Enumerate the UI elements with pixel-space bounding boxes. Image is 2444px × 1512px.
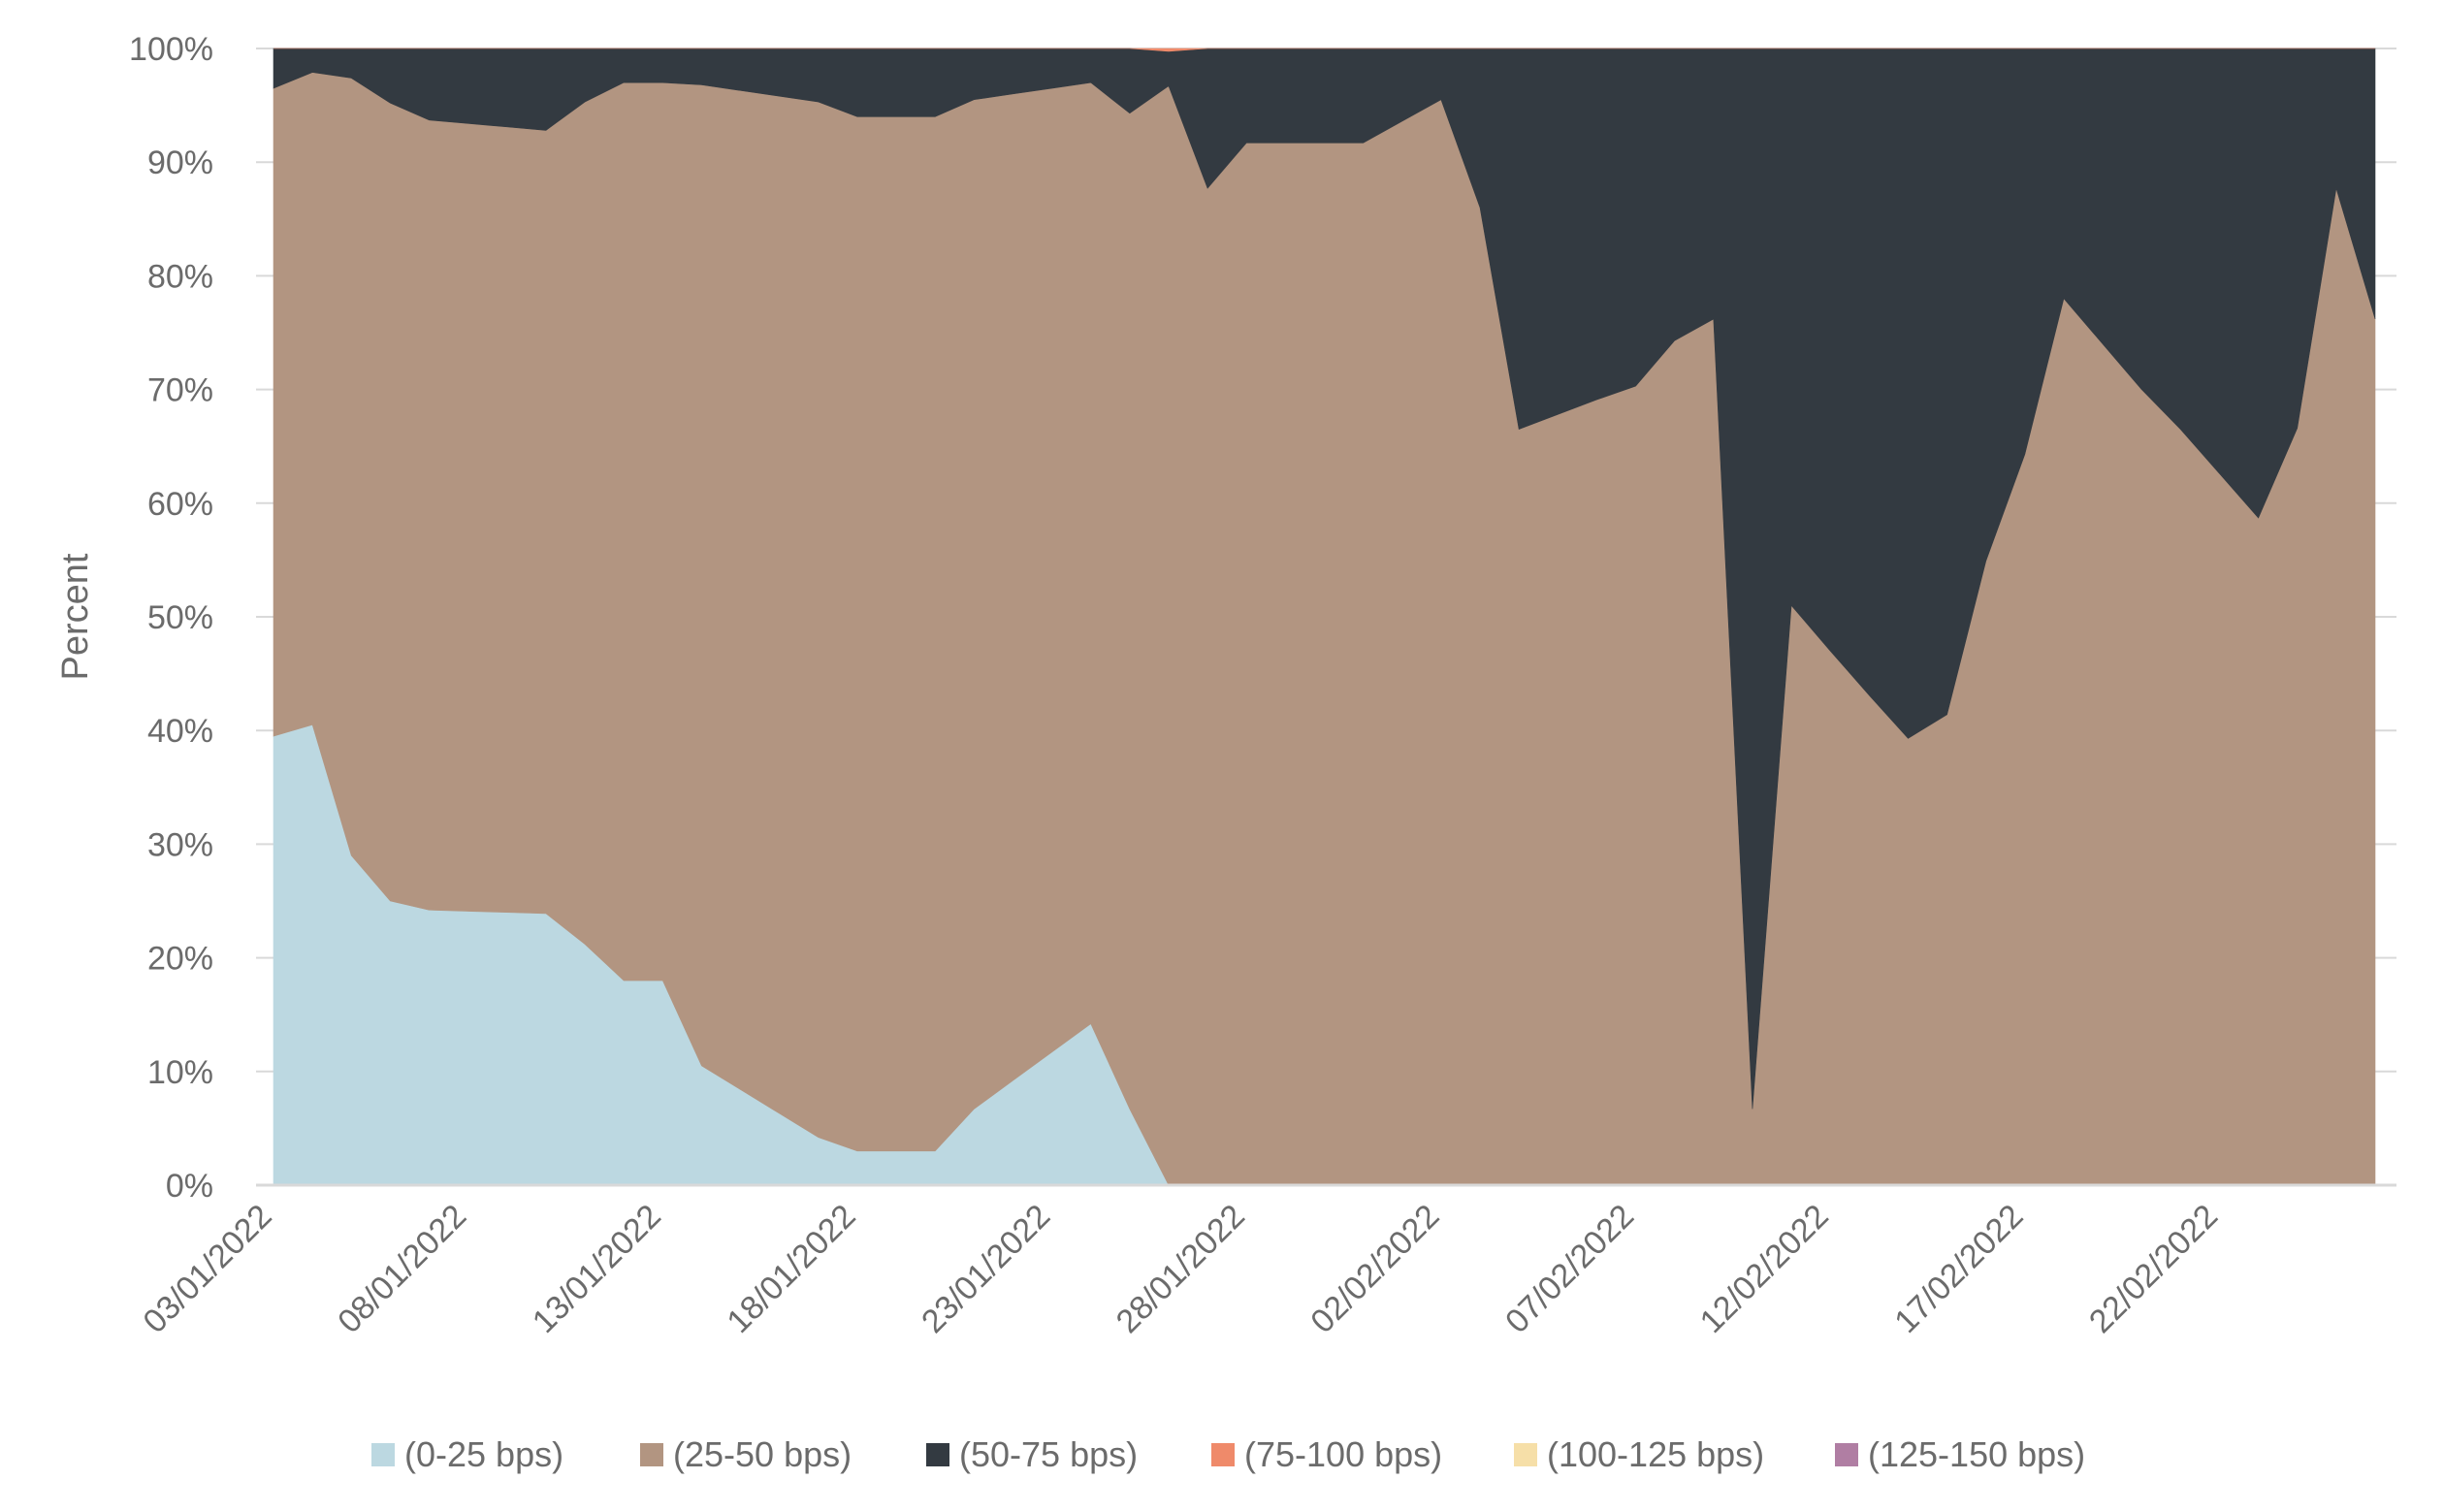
x-tick-label: 28/01/2022	[1109, 1198, 1252, 1340]
x-tick-label: 08/01/2022	[331, 1198, 473, 1340]
x-tick-label: 02/02/2022	[1303, 1198, 1446, 1340]
y-tick-label: 80%	[147, 258, 213, 295]
x-tick-label: 17/02/2022	[1887, 1198, 2030, 1340]
area-series-3	[273, 48, 2375, 52]
x-tick-label: 12/02/2022	[1693, 1198, 1836, 1340]
y-tick-label: 50%	[147, 599, 213, 636]
y-tick-label: 70%	[147, 372, 213, 409]
legend-label: (50-75 bps)	[959, 1434, 1138, 1474]
y-tick-label: 0%	[166, 1168, 213, 1205]
y-tick-label: 90%	[147, 145, 213, 181]
y-axis-title: Percent	[55, 553, 96, 680]
y-tick-label: 40%	[147, 713, 213, 750]
y-tick-label: 100%	[129, 31, 213, 68]
x-tick-label: 23/01/2022	[915, 1198, 1057, 1340]
legend-label: (100-125 bps)	[1547, 1434, 1764, 1474]
legend-label: (0-25 bps)	[404, 1434, 563, 1474]
x-tick-label: 03/01/2022	[136, 1198, 278, 1340]
y-tick-label: 60%	[147, 486, 213, 523]
legend-swatch	[926, 1443, 949, 1466]
legend-label: (125-150 bps)	[1868, 1434, 2085, 1474]
y-tick-label: 10%	[147, 1054, 213, 1091]
x-tick-label: 13/01/2022	[526, 1198, 668, 1340]
legend-swatch	[371, 1443, 395, 1466]
area-series-group	[273, 48, 2376, 1186]
legend-swatch	[640, 1443, 663, 1466]
legend-swatch	[1211, 1443, 1235, 1466]
y-tick-label: 30%	[147, 826, 213, 863]
legend-swatch	[1514, 1443, 1537, 1466]
x-tick-label: 07/02/2022	[1498, 1198, 1641, 1340]
legend-label: (25-50 bps)	[673, 1434, 852, 1474]
legend-swatch	[1835, 1443, 1858, 1466]
x-tick-label: 22/02/2022	[2082, 1198, 2225, 1340]
legend-label: (75-100 bps)	[1244, 1434, 1442, 1474]
y-tick-label: 20%	[147, 941, 213, 978]
legend: (0-25 bps) (25-50 bps) (50-75 bps) (75-100 …	[371, 1434, 2085, 1474]
x-tick-label: 18/01/2022	[720, 1198, 862, 1340]
